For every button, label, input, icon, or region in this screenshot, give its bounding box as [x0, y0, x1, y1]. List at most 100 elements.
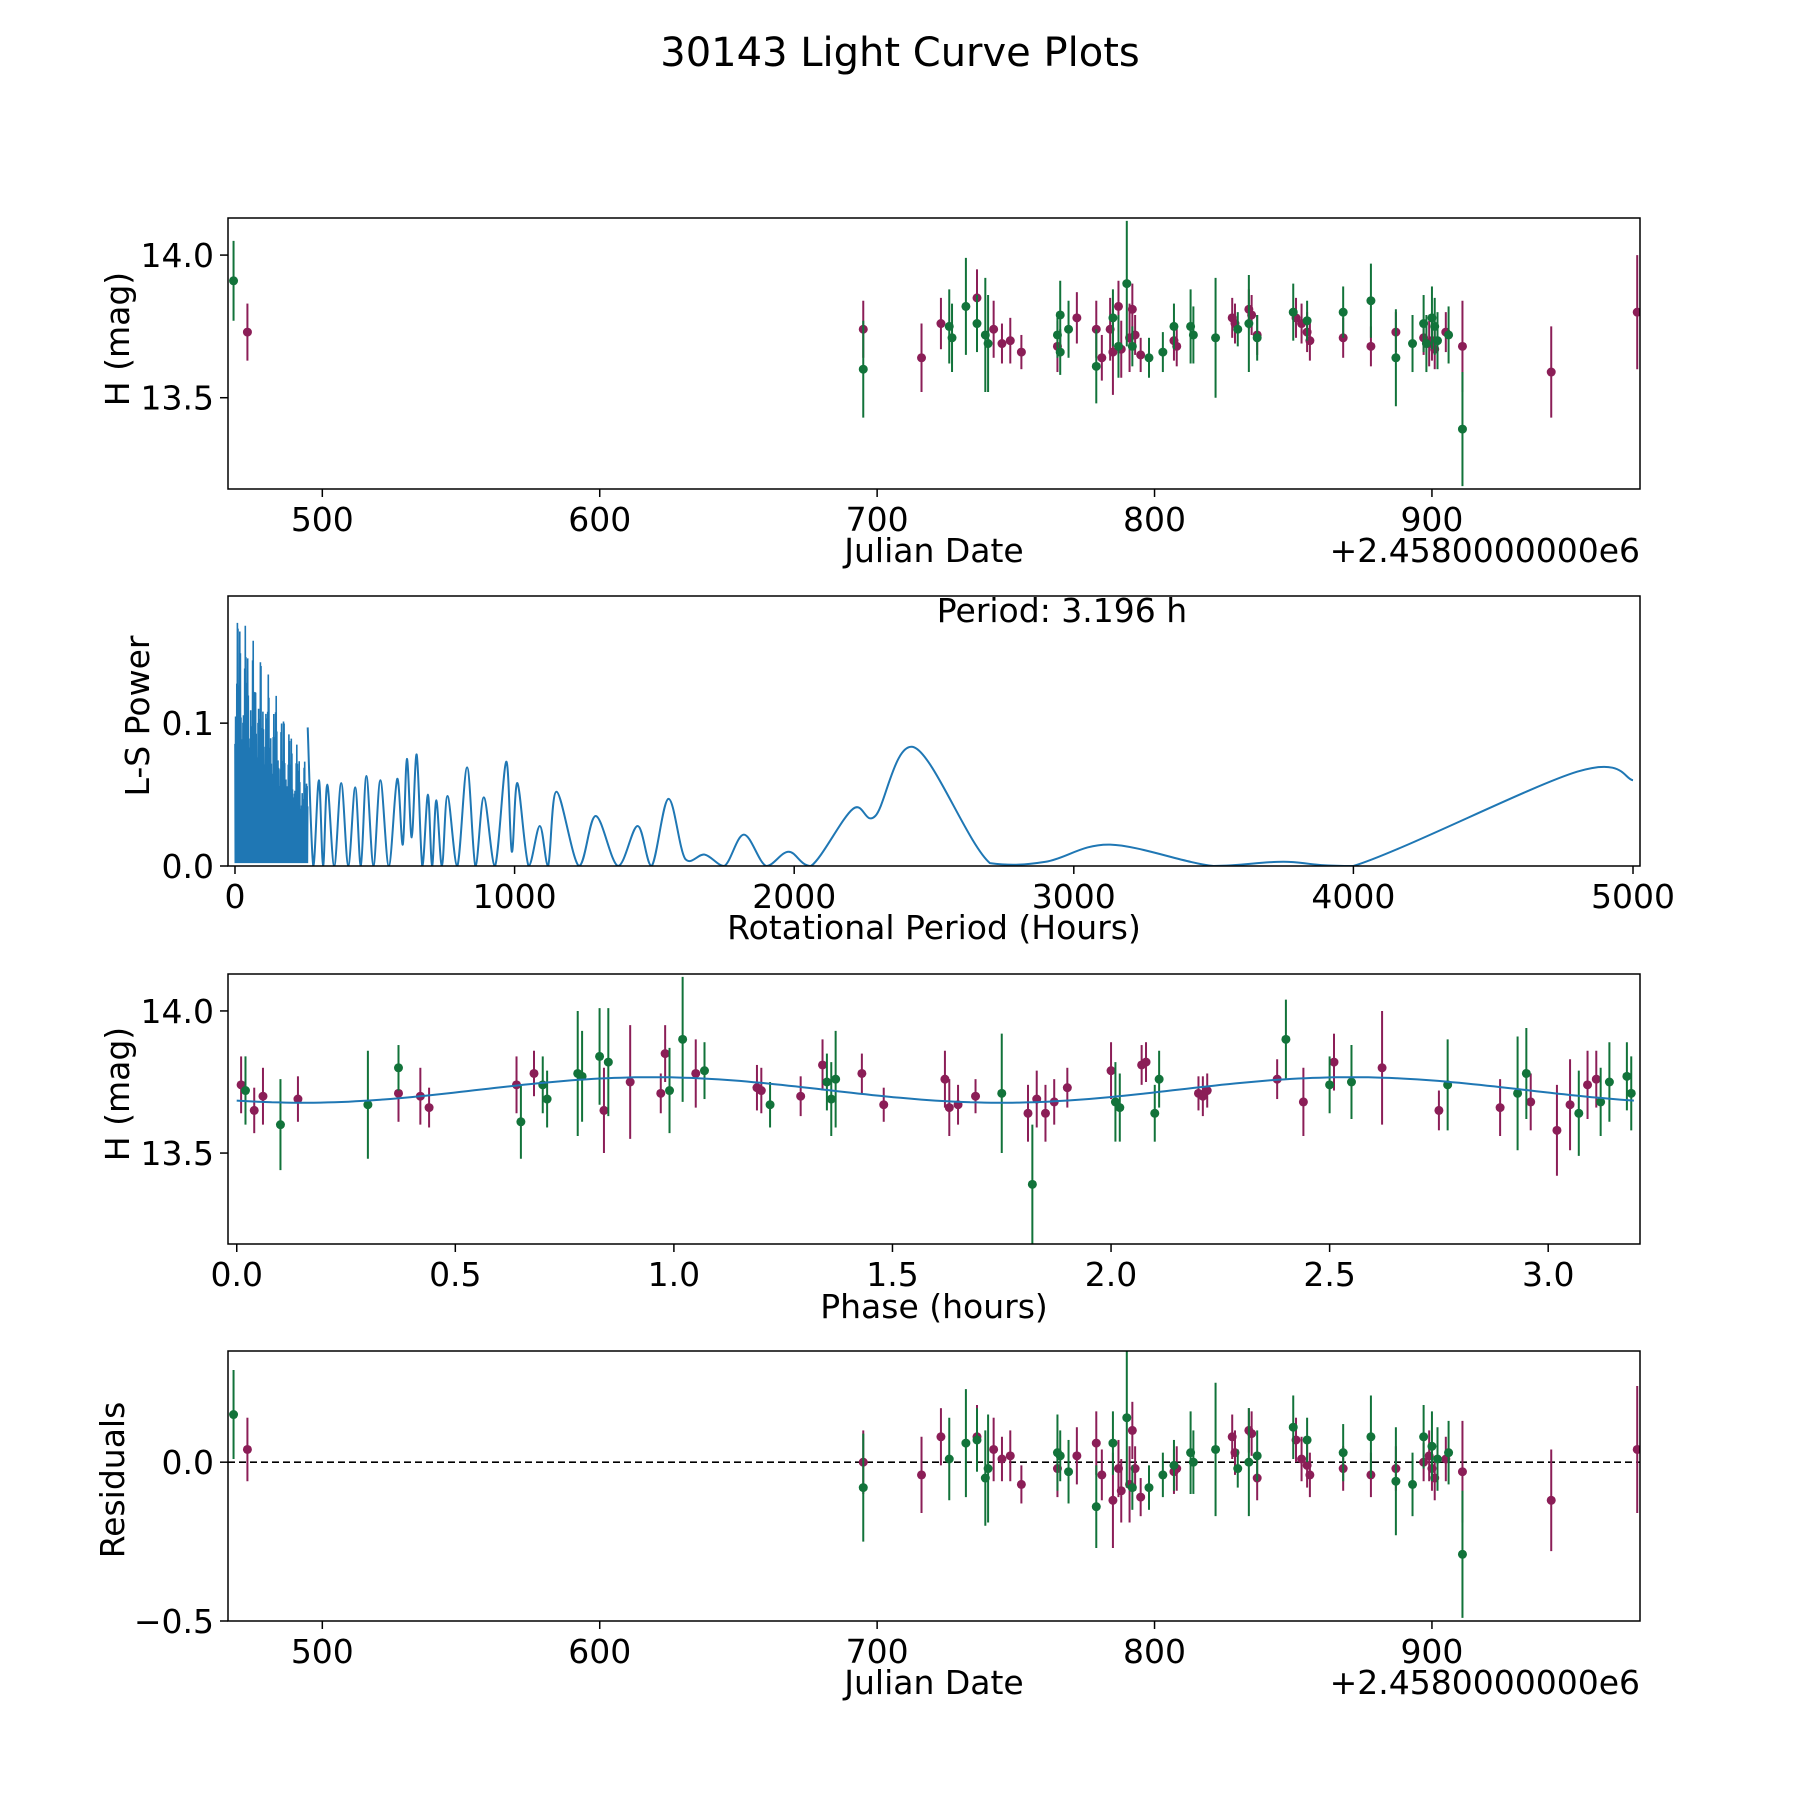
- lightcurve-data-point: [1108, 347, 1118, 357]
- lightcurve-data-point: [1632, 307, 1640, 317]
- periodogram-frame: [227, 595, 1641, 867]
- residuals-data-point: [1144, 1483, 1154, 1493]
- phase-data-point: [1513, 1088, 1523, 1098]
- phase-data-point: [660, 1049, 670, 1059]
- residuals-data-point: [997, 1454, 1007, 1464]
- lightcurve-data-point: [1408, 339, 1418, 349]
- residuals-data-point: [1444, 1448, 1454, 1458]
- phase-data-point: [1526, 1097, 1536, 1107]
- phase-data-point: [516, 1117, 526, 1127]
- residuals-data-point: [1233, 1464, 1243, 1474]
- residuals-data-point: [1244, 1457, 1254, 1467]
- periodogram-curve-group: [234, 622, 1634, 866]
- phase-data-point: [1062, 1083, 1072, 1093]
- phase-ytick-label: 14.0: [141, 992, 214, 1031]
- lightcurve-xtick-label: 600: [568, 500, 631, 539]
- residuals-ytick-label: 0.0: [162, 1443, 214, 1482]
- lightcurve-data-point: [1188, 330, 1198, 340]
- phase-data-point: [1552, 1125, 1562, 1135]
- lightcurve-data-point: [1016, 347, 1026, 357]
- periodogram-panel: 0 1000 2000 3000 4000 5000 0.0 0.1: [162, 595, 1675, 916]
- phase-data-point: [691, 1068, 701, 1078]
- residuals-data-point: [1338, 1448, 1348, 1458]
- residuals-xtick-label: 500: [291, 1632, 354, 1671]
- lightcurve-data-point: [947, 333, 957, 343]
- lightcurve-ytick-label: 13.5: [141, 379, 214, 418]
- residuals-data-point: [1127, 1425, 1137, 1435]
- phase-xtick-label: 2.5: [1303, 1255, 1355, 1294]
- lightcurve-data-point: [1055, 310, 1065, 320]
- phase-data-point: [1115, 1103, 1125, 1113]
- residuals-data-point: [1108, 1495, 1118, 1505]
- phase-data-point: [678, 1034, 688, 1044]
- phase-data-point: [1154, 1074, 1164, 1084]
- residuals-data-point: [1252, 1451, 1262, 1461]
- lightcurve-data-point: [961, 301, 971, 311]
- phase-data-point: [1521, 1068, 1531, 1078]
- phase-data-point: [944, 1103, 954, 1113]
- phase-data-point: [818, 1060, 828, 1070]
- periodogram-ytick-label: 0.1: [162, 704, 214, 743]
- residuals-data-points: [229, 1351, 1640, 1618]
- residuals-data-point: [1064, 1467, 1074, 1477]
- lightcurve-data-point: [1366, 341, 1376, 351]
- residuals-data-point: [944, 1454, 954, 1464]
- residuals-data-point: [1136, 1492, 1146, 1502]
- phase-xtick-label: 0.0: [211, 1255, 263, 1294]
- residuals-data-point: [1427, 1441, 1437, 1451]
- residuals-data-point: [1016, 1479, 1026, 1489]
- residuals-x-offset: +2.4580000000e6: [1330, 1663, 1640, 1702]
- residuals-data-point: [1072, 1451, 1082, 1461]
- phase-data-point: [1023, 1108, 1033, 1118]
- phase-data-point: [393, 1088, 403, 1098]
- lightcurve-data-point: [989, 324, 999, 334]
- phase-data-point: [879, 1100, 889, 1110]
- periodogram-ylabel: L-S Power: [118, 635, 157, 796]
- residuals-data-point: [1169, 1460, 1179, 1470]
- phase-data-point: [1346, 1077, 1356, 1087]
- phase-xtick-label: 2.0: [1085, 1255, 1137, 1294]
- lightcurve-data-point: [1091, 361, 1101, 371]
- phase-data-point: [542, 1094, 552, 1104]
- periodogram-xtick-label: 1000: [473, 877, 557, 916]
- residuals-data-point: [1391, 1476, 1401, 1486]
- phase-data-point: [971, 1091, 981, 1101]
- phase-data-point: [275, 1120, 285, 1130]
- phase-data-point: [1583, 1080, 1593, 1090]
- periodogram-xtick-label: 2000: [752, 877, 836, 916]
- figure-title: 30143 Light Curve Plots: [660, 30, 1139, 76]
- lightcurve-data-point: [1211, 333, 1221, 343]
- residuals-data-point: [1158, 1470, 1168, 1480]
- residuals-xlabel: Julian Date: [842, 1663, 1024, 1702]
- phase-data-point: [1106, 1066, 1116, 1076]
- lightcurve-data-point: [1113, 341, 1123, 351]
- lightcurve-xtick-label: 700: [846, 500, 909, 539]
- residuals-data-point: [858, 1483, 868, 1493]
- lightcurve-frame: [227, 217, 1641, 490]
- phase-data-point: [240, 1086, 250, 1096]
- phase-data-point: [831, 1074, 841, 1084]
- phase-panel: 0.0 0.5 1.0 1.5 2.0 2.5 3.0 13.5 14.0: [141, 973, 1641, 1294]
- phase-ylabel: H (mag): [98, 1027, 137, 1161]
- lightcurve-data-point: [1127, 341, 1137, 351]
- residuals-data-point: [1419, 1432, 1429, 1442]
- lightcurve-data-point: [972, 319, 982, 329]
- phase-data-point: [363, 1100, 373, 1110]
- residuals-xtick-label: 700: [846, 1632, 909, 1671]
- phase-data-point: [699, 1066, 709, 1076]
- phase-data-point: [1495, 1103, 1505, 1113]
- lightcurve-data-point: [1421, 339, 1431, 349]
- residuals-data-point: [989, 1444, 999, 1454]
- lightcurve-data-point: [1158, 347, 1168, 357]
- residuals-data-point: [1457, 1467, 1467, 1477]
- lightcurve-xtick-label: 800: [1123, 500, 1186, 539]
- lightcurve-data-point: [917, 353, 927, 363]
- period-annotation: Period: 3.196 h: [937, 591, 1187, 630]
- lightcurve-data-point: [1122, 279, 1132, 289]
- phase-xtick-label: 0.5: [429, 1255, 481, 1294]
- residuals-data-point: [1091, 1438, 1101, 1448]
- lightcurve-data-point: [1005, 336, 1015, 346]
- lightcurve-data-point: [1302, 316, 1312, 326]
- lightcurve-data-point: [1457, 424, 1467, 434]
